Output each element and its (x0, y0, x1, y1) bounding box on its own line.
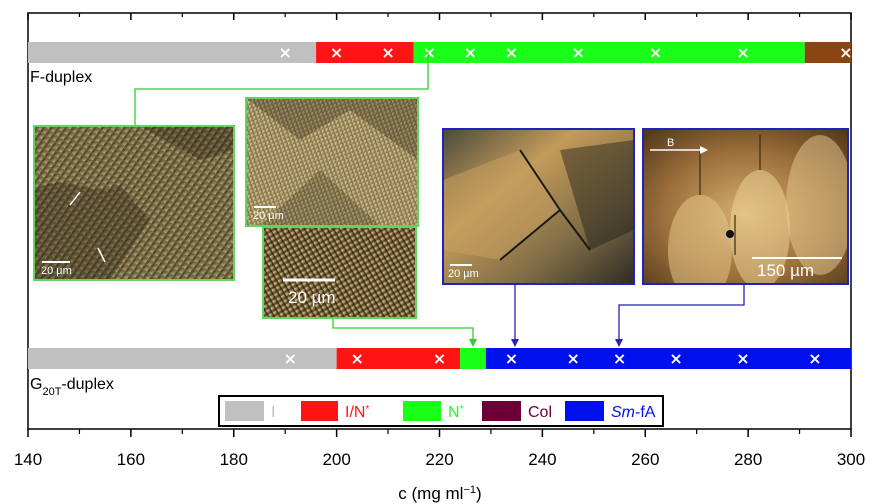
x-tick-label: 220 (425, 450, 453, 469)
connector-line-4 (618, 284, 745, 345)
sample-marker: × (381, 43, 394, 62)
connector-arrow-2 (469, 339, 477, 347)
sample-marker: × (839, 43, 852, 62)
legend-swatch-3 (482, 401, 521, 421)
bar-segment-f-0 (28, 42, 317, 63)
series-label-g20t-duplex: G20T-duplex (30, 376, 114, 398)
bar-segment-f-2 (413, 42, 805, 63)
sample-marker: × (572, 43, 585, 62)
micrograph-3-frame (262, 226, 417, 319)
x-tick-label: 260 (631, 450, 659, 469)
micrograph-connectors (134, 52, 745, 347)
sample-markers: × × × × × × × × × × × × × × × × × × × (278, 43, 852, 368)
sample-marker: × (669, 349, 682, 368)
x-tick-label: 160 (117, 450, 145, 469)
micrograph-1: 20 µm (33, 125, 235, 281)
bar-segment-f-1 (316, 42, 414, 63)
connector-arrow-4 (615, 339, 623, 347)
micrograph-3-scale-label: 20 µm (288, 288, 336, 307)
sample-marker: × (330, 43, 343, 62)
field-arrowhead (700, 146, 708, 154)
legend-label-4: Sm-fA (611, 404, 656, 421)
sample-marker: × (736, 349, 749, 368)
micrograph-5-scale-label: 150 µm (757, 261, 814, 280)
legend-label-3: Col (528, 404, 552, 421)
x-axis-label: c (mg ml−1) (398, 484, 481, 503)
x-tick-label: 280 (734, 450, 762, 469)
sample-marker: × (278, 43, 291, 62)
micrograph-5: B 150 µm (642, 128, 849, 285)
legend-swatch-0 (225, 401, 264, 421)
micrograph-4-frame (442, 128, 635, 285)
micrograph-3: 20 µm (262, 226, 417, 319)
legend-swatch-2 (403, 401, 441, 421)
bar-segment-g20t-2 (460, 348, 486, 369)
legend-label-0: I (271, 404, 275, 421)
series-label-f-duplex: F-duplex (30, 69, 92, 86)
legend-swatch-4 (565, 401, 604, 421)
legend-label-2: N* (448, 404, 464, 422)
legend-label-1: I/N* (345, 404, 369, 422)
micrograph-4: 20 µm (442, 128, 635, 285)
sample-marker: × (350, 349, 363, 368)
micrograph-3-image (263, 227, 416, 318)
x-axis: 140 160 180 200 220 240 260 280 300 (14, 13, 865, 469)
connector-arrow-3 (511, 339, 519, 347)
sample-marker: × (567, 349, 580, 368)
x-tick-label: 180 (220, 450, 248, 469)
field-arrow-label: B (667, 137, 674, 149)
phase-bars (28, 42, 851, 369)
micrograph-1-scale-label: 20 µm (41, 265, 72, 277)
bar-segment-g20t-1 (336, 348, 461, 369)
legend: I I/N* N* Col Sm-fA (218, 395, 664, 427)
x-tick-label: 200 (322, 450, 350, 469)
bar-segment-g20t-3 (485, 348, 851, 369)
sample-marker: × (505, 349, 518, 368)
sample-marker: × (464, 43, 477, 62)
sample-marker: × (423, 43, 436, 62)
micrograph-1-arrow (97, 247, 106, 263)
micrograph-1-frame (33, 125, 235, 281)
sample-marker: × (808, 349, 821, 368)
connector-line-2 (332, 318, 474, 344)
bar-segment-f-3 (804, 42, 851, 63)
x-tick-label: 140 (14, 450, 42, 469)
micrograph-5-frame (642, 128, 849, 285)
sample-marker: × (736, 43, 749, 62)
sample-marker: × (649, 43, 662, 62)
micrograph-1-image (34, 126, 234, 280)
sample-marker: × (433, 349, 446, 368)
micrograph-4-scale-label: 20 µm (448, 268, 479, 280)
sample-marker: × (505, 43, 518, 62)
x-tick-label: 240 (528, 450, 556, 469)
connector-line-1 (134, 52, 429, 126)
micrograph-1-arrow (69, 191, 81, 206)
micrograph-2-image (246, 98, 418, 226)
micrograph-2-scale-label: 20 µm (253, 210, 284, 222)
bar-segment-g20t-0 (28, 348, 337, 369)
sample-marker: × (284, 349, 297, 368)
micrograph-2: 20 µm (245, 97, 419, 227)
sample-marker: × (613, 349, 626, 368)
legend-swatch-1 (301, 401, 338, 421)
x-tick-label: 300 (837, 450, 865, 469)
